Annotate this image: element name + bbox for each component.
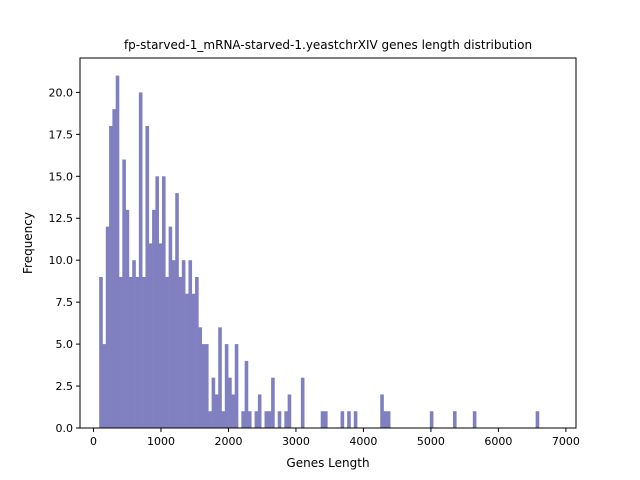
y-tick-label: 17.5 [49, 128, 74, 141]
x-tick-label: 6000 [484, 435, 512, 448]
x-tick-label: 7000 [552, 435, 580, 448]
histogram-bar [188, 260, 193, 428]
histogram-bar [287, 394, 292, 428]
histogram-bar [128, 276, 133, 428]
histogram-bar [195, 276, 199, 428]
histogram-bar [171, 260, 176, 428]
x-tick-label: 1000 [147, 435, 175, 448]
histogram-bar [277, 411, 282, 428]
histogram-bar [452, 411, 457, 428]
histogram-bar [198, 327, 202, 428]
histogram-bar [224, 344, 229, 428]
histogram-bar [142, 276, 146, 428]
histogram-bar [119, 276, 123, 428]
histogram-bar [109, 125, 113, 429]
histogram-bar [175, 193, 179, 428]
histogram-bar [228, 377, 232, 428]
histogram-bar [267, 411, 272, 428]
x-axis-label: Genes Length [286, 456, 369, 470]
histogram-bar [178, 276, 183, 428]
histogram-bar [383, 411, 388, 428]
x-tick-label: 5000 [417, 435, 445, 448]
histogram-bar [168, 226, 173, 428]
histogram-bar [264, 411, 269, 428]
histogram-bar [148, 243, 153, 428]
histogram-bar [284, 411, 288, 428]
histogram-bar [231, 394, 236, 428]
histogram-bar [211, 377, 216, 428]
histogram-bar [152, 209, 156, 428]
bars-layer [99, 75, 540, 429]
y-tick-label: 20.0 [49, 86, 74, 99]
x-tick-label: 3000 [282, 435, 310, 448]
histogram-bar [244, 360, 249, 428]
y-tick-label: 0.0 [56, 422, 74, 435]
histogram-bar [204, 344, 209, 428]
x-tick-label: 4000 [349, 435, 377, 448]
histogram-bar [102, 344, 107, 428]
histogram-bar [165, 276, 169, 428]
chart-title: fp-starved-1_mRNA-starved-1.yeastchrXIV … [124, 38, 532, 52]
histogram-bar [254, 411, 259, 428]
histogram-bar [221, 411, 226, 428]
y-tick-label: 5.0 [56, 338, 74, 351]
histogram-bar [208, 411, 212, 428]
plot-frame [79, 57, 577, 429]
histogram-bar [429, 411, 434, 428]
histogram-bar [247, 411, 252, 428]
histogram-bar [181, 260, 186, 428]
histogram-bar [158, 243, 163, 428]
histogram-bar [218, 327, 222, 428]
histogram-bar [535, 411, 540, 428]
histogram-bar [380, 394, 384, 428]
histogram-bar [340, 411, 345, 428]
histogram-bar [161, 176, 166, 428]
histogram-bar [112, 109, 116, 429]
histogram-bar [347, 411, 351, 428]
y-axis: 0.0 2.5 5.0 7.5 10.0 12.5 15.0 17.5 20.0 [49, 86, 80, 435]
histogram-bar [324, 411, 328, 428]
histogram-bar [271, 377, 275, 428]
histogram-bar [201, 344, 206, 428]
x-tick-label: 0 [90, 435, 97, 448]
x-tick-label: 2000 [214, 435, 242, 448]
histogram-bar [185, 293, 189, 428]
histogram-bar [115, 75, 120, 429]
histogram-bar [472, 411, 477, 428]
histogram-bar [257, 394, 262, 428]
histogram-bar [241, 411, 245, 428]
histogram-bar [386, 411, 391, 428]
y-tick-label: 12.5 [49, 212, 74, 225]
histogram-bar [138, 92, 143, 429]
y-tick-label: 15.0 [49, 170, 74, 183]
histogram-bar [105, 226, 110, 428]
histogram-bar [320, 411, 325, 428]
histogram-bar [125, 209, 130, 428]
histogram-bar [353, 411, 358, 428]
histogram-bar [135, 276, 140, 428]
histogram-bar [122, 159, 126, 428]
y-tick-label: 2.5 [56, 380, 74, 393]
histogram-bar [145, 125, 150, 429]
histogram-bar [300, 377, 305, 428]
x-axis: 0 1000 2000 3000 4000 5000 6000 7000 [90, 428, 580, 448]
histogram-bar [234, 344, 239, 428]
histogram-bar [99, 276, 103, 428]
histogram-bar [155, 176, 159, 428]
histogram-bar [214, 394, 219, 428]
y-tick-label: 10.0 [49, 254, 74, 267]
histogram-bar [132, 260, 136, 428]
histogram-bar [191, 293, 196, 428]
y-axis-label: Frequency [21, 212, 35, 274]
y-tick-label: 7.5 [56, 296, 74, 309]
